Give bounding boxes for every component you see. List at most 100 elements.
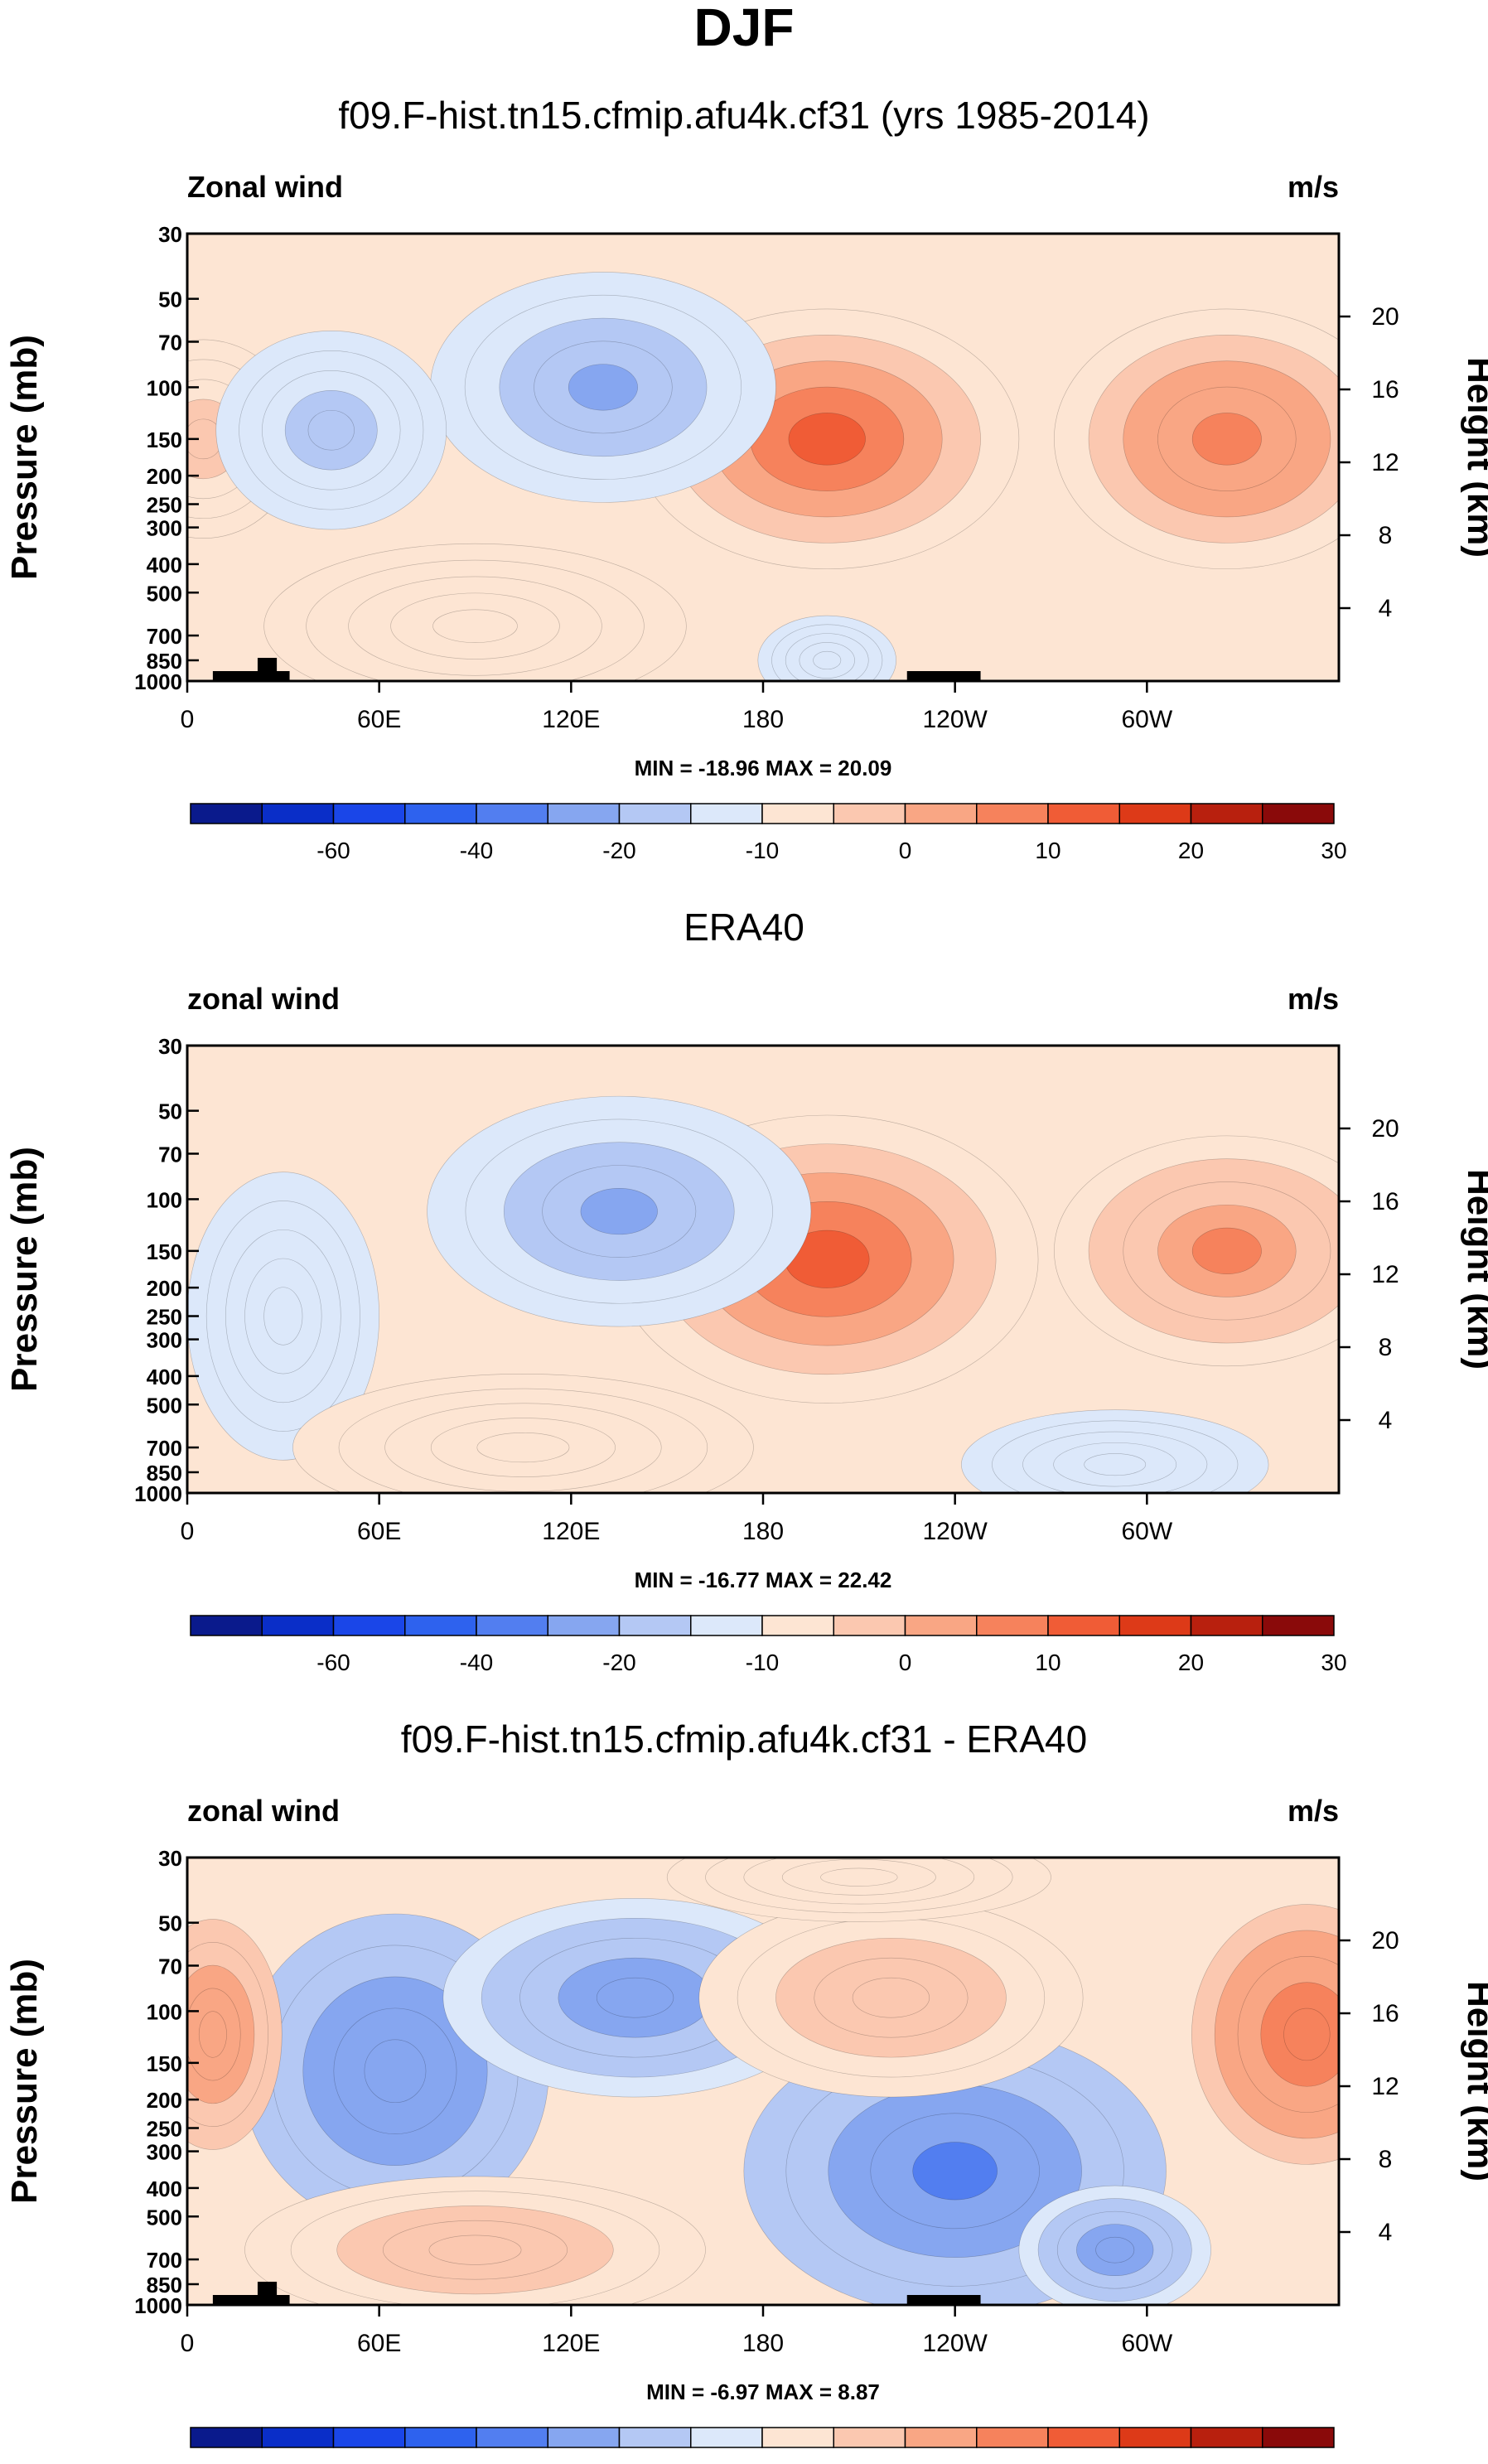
contour-region-5-level-5 (1283, 2007, 1331, 2061)
height-axis-label: Height (km) (1460, 1981, 1488, 2181)
x-tick-label-0: 0 (181, 1518, 195, 1545)
colorbar-label-1: 1 (827, 2462, 840, 2464)
y-tick-label-50: 50 (158, 287, 182, 312)
colorbar-swatch-8 (690, 2427, 763, 2448)
x-tick-label-120W: 120W (922, 1518, 988, 1545)
y-tick-label-400: 400 (147, 2177, 182, 2201)
y-tick-label-700: 700 (147, 1436, 182, 1461)
y-axis-label: Pressure (mb) (4, 1147, 45, 1392)
colorbar-swatch-16 (1262, 1615, 1335, 1636)
y-tick-label-150: 150 (147, 1239, 182, 1264)
chart-title: f09.F-hist.tn15.cfmip.afu4k.cf31 - ERA40 (401, 1718, 1087, 1761)
colorbar-swatch-2 (261, 1615, 335, 1636)
x-tick-label-60E: 60E (357, 1518, 401, 1545)
colorbar-label-0: 0 (899, 1650, 912, 1675)
colorbar-label--12: -12 (389, 2462, 422, 2464)
colorbar-label-0: 0 (756, 2462, 769, 2464)
colorbar-swatch-4 (404, 1615, 477, 1636)
y-tick-label-30: 30 (158, 222, 182, 247)
height-tick-label-20: 20 (1371, 1927, 1399, 1954)
chart-title: ERA40 (684, 906, 804, 949)
height-tick-label-8: 8 (1379, 2146, 1393, 2173)
y-tick-label-500: 500 (147, 1393, 182, 1418)
x-tick-label-120W: 120W (922, 2330, 988, 2357)
height-axis-label: Height (km) (1460, 357, 1488, 558)
contour-region-2-level-5 (1191, 413, 1262, 466)
y-tick-label-100: 100 (147, 1999, 182, 2024)
colorbar-swatch-14 (1118, 2427, 1192, 2448)
y-tick-label-70: 70 (158, 1954, 182, 1978)
colorbar-swatch-4 (404, 803, 477, 824)
colorbar-label--6: -6 (538, 2462, 558, 2464)
variable-label: zonal wind (187, 1794, 340, 1828)
contour-region-3-level-5 (580, 1187, 658, 1235)
colorbar-label-6: 6 (970, 2462, 983, 2464)
y-tick-label-250: 250 (147, 1305, 182, 1330)
colorbar-swatch-12 (976, 803, 1049, 824)
y-tick-label-250: 250 (147, 2117, 182, 2142)
contour-region-1-level-5 (912, 2142, 998, 2201)
colorbar-label--60: -60 (316, 838, 350, 863)
colorbar-label-10: 10 (1035, 1650, 1060, 1675)
contour-region-4-level-5 (1095, 2236, 1135, 2263)
y-tick-label-500: 500 (147, 2205, 182, 2230)
colorbar-swatch-1 (190, 803, 263, 824)
height-tick-label-16: 16 (1371, 2000, 1399, 2027)
colorbar-swatch-5 (476, 803, 548, 824)
x-tick-label-0: 0 (181, 706, 195, 733)
y-tick-label-850: 850 (147, 1461, 182, 1486)
height-tick-label-16: 16 (1371, 1188, 1399, 1215)
contour-region-4-level-5 (263, 1287, 303, 1346)
x-tick-label-180: 180 (742, 2330, 784, 2357)
colorbar-swatch-3 (332, 2427, 406, 2448)
topography-block-1 (212, 2295, 290, 2305)
colorbar-label--9: -9 (466, 2462, 487, 2464)
x-tick-label-60W: 60W (1121, 1518, 1172, 1545)
y-tick-label-30: 30 (158, 1846, 182, 1871)
colorbar-swatch-3 (332, 1615, 406, 1636)
contour-region-1-level-5 (788, 413, 866, 466)
y-tick-label-1000: 1000 (134, 1481, 182, 1506)
x-tick-label-0: 0 (181, 2330, 195, 2357)
page-title: DJF (694, 0, 795, 57)
x-tick-label-60E: 60E (357, 2330, 401, 2357)
y-tick-label-100: 100 (147, 375, 182, 400)
colorbar-label-30: 30 (1321, 1650, 1346, 1675)
contour-region-9-level-5 (820, 1867, 898, 1887)
colorbar-swatch-11 (904, 1615, 978, 1636)
colorbar-label-3: 3 (899, 2462, 912, 2464)
y-tick-label-400: 400 (147, 1365, 182, 1389)
colorbar-swatch-6 (547, 803, 621, 824)
contour-region-2-level-5 (364, 2039, 427, 2104)
x-tick-label-120W: 120W (922, 706, 988, 733)
colorbar-swatch-10 (833, 2427, 906, 2448)
colorbar-label--18: -18 (245, 2462, 278, 2464)
topography-block-1 (212, 671, 290, 681)
height-tick-label-4: 4 (1379, 1407, 1393, 1434)
colorbar-swatch-4 (404, 2427, 477, 2448)
contour-region-2-level-5 (1191, 1227, 1262, 1274)
height-tick-label-8: 8 (1379, 522, 1393, 549)
y-tick-label-500: 500 (147, 581, 182, 606)
colorbar-swatch-16 (1262, 2427, 1335, 2448)
y-tick-label-50: 50 (158, 1911, 182, 1936)
y-tick-label-200: 200 (147, 464, 182, 489)
y-tick-label-30: 30 (158, 1034, 182, 1059)
contour-region-4-level-5 (568, 364, 638, 411)
units-label: m/s (1288, 170, 1339, 204)
y-tick-label-300: 300 (147, 1328, 182, 1353)
chart-panel-1: f09.F-hist.tn15.cfmip.afu4k.cf31 (yrs 19… (4, 94, 1488, 863)
colorbar-swatch-13 (1047, 803, 1120, 824)
colorbar-swatch-9 (761, 2427, 834, 2448)
y-axis-label: Pressure (mb) (4, 335, 45, 580)
colorbar-swatch-6 (547, 1615, 621, 1636)
colorbar-swatch-8 (690, 803, 763, 824)
colorbar-label--1: -1 (680, 2462, 701, 2464)
contour-region-6-level-5 (432, 609, 518, 643)
units-label: m/s (1288, 982, 1339, 1016)
colorbar-label--40: -40 (460, 838, 493, 863)
y-tick-label-1000: 1000 (134, 2293, 182, 2318)
topography-peak (257, 658, 278, 671)
